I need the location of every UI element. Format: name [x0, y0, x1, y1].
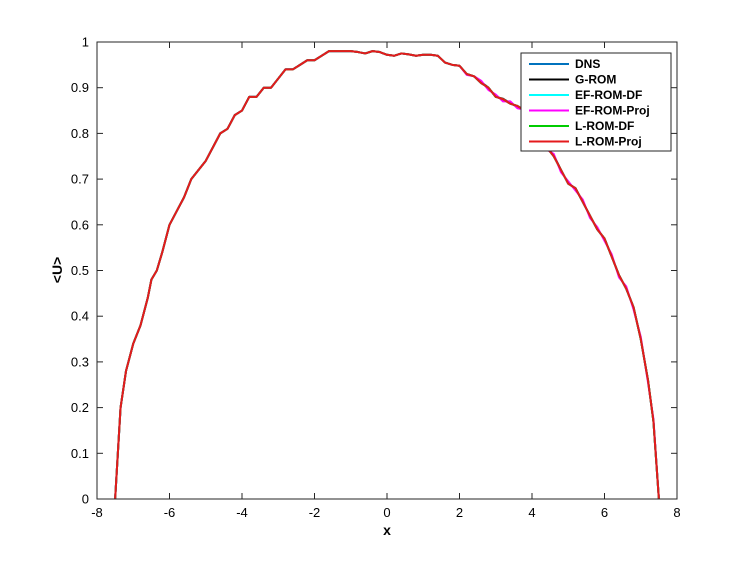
x-tick-label: -4: [236, 505, 248, 520]
y-tick-label: 0.3: [71, 354, 89, 369]
legend-label: EF-ROM-Proj: [575, 104, 650, 118]
y-tick-label: 0.1: [71, 446, 89, 461]
y-tick-label: 0: [82, 492, 89, 507]
x-tick-label: -2: [309, 505, 321, 520]
y-tick-label: 0.9: [71, 80, 89, 95]
x-tick-label: 0: [383, 505, 390, 520]
y-tick-label: 0.8: [71, 126, 89, 141]
legend-label: DNS: [575, 57, 600, 71]
legend-box: [520, 52, 672, 152]
y-tick-label: 0.6: [71, 217, 89, 232]
x-tick-label: -8: [91, 505, 103, 520]
y-tick-label: 0.7: [71, 172, 89, 187]
x-tick-label: 2: [456, 505, 463, 520]
y-axis-label: <U>: [49, 257, 65, 283]
ticks-layer: -8 -6 -4 -2 0 2 4 6 8 0 0.1 0.2 0.3 0.4 0.5 0.6 0.7 0.8 0.…: [71, 35, 681, 521]
legend-label: L-ROM-DF: [575, 119, 634, 133]
x-tick-label: 8: [673, 505, 680, 520]
y-tick-label: 0.5: [71, 263, 89, 278]
series-line-6: [114, 50, 660, 500]
x-tick-label: -6: [164, 505, 176, 520]
y-tick-label: 0.4: [71, 309, 89, 324]
y-tick-label: 0.2: [71, 400, 89, 415]
x-axis-label: x: [383, 522, 391, 538]
series-layer: [114, 50, 660, 500]
legend-label: EF-ROM-DF: [575, 88, 642, 102]
legend-label: L-ROM-Proj: [575, 135, 642, 149]
y-tick-label: 1: [82, 35, 89, 50]
x-tick-label: 6: [601, 505, 608, 520]
x-tick-label: 4: [528, 505, 535, 520]
legend-label: G-ROM: [575, 73, 616, 87]
